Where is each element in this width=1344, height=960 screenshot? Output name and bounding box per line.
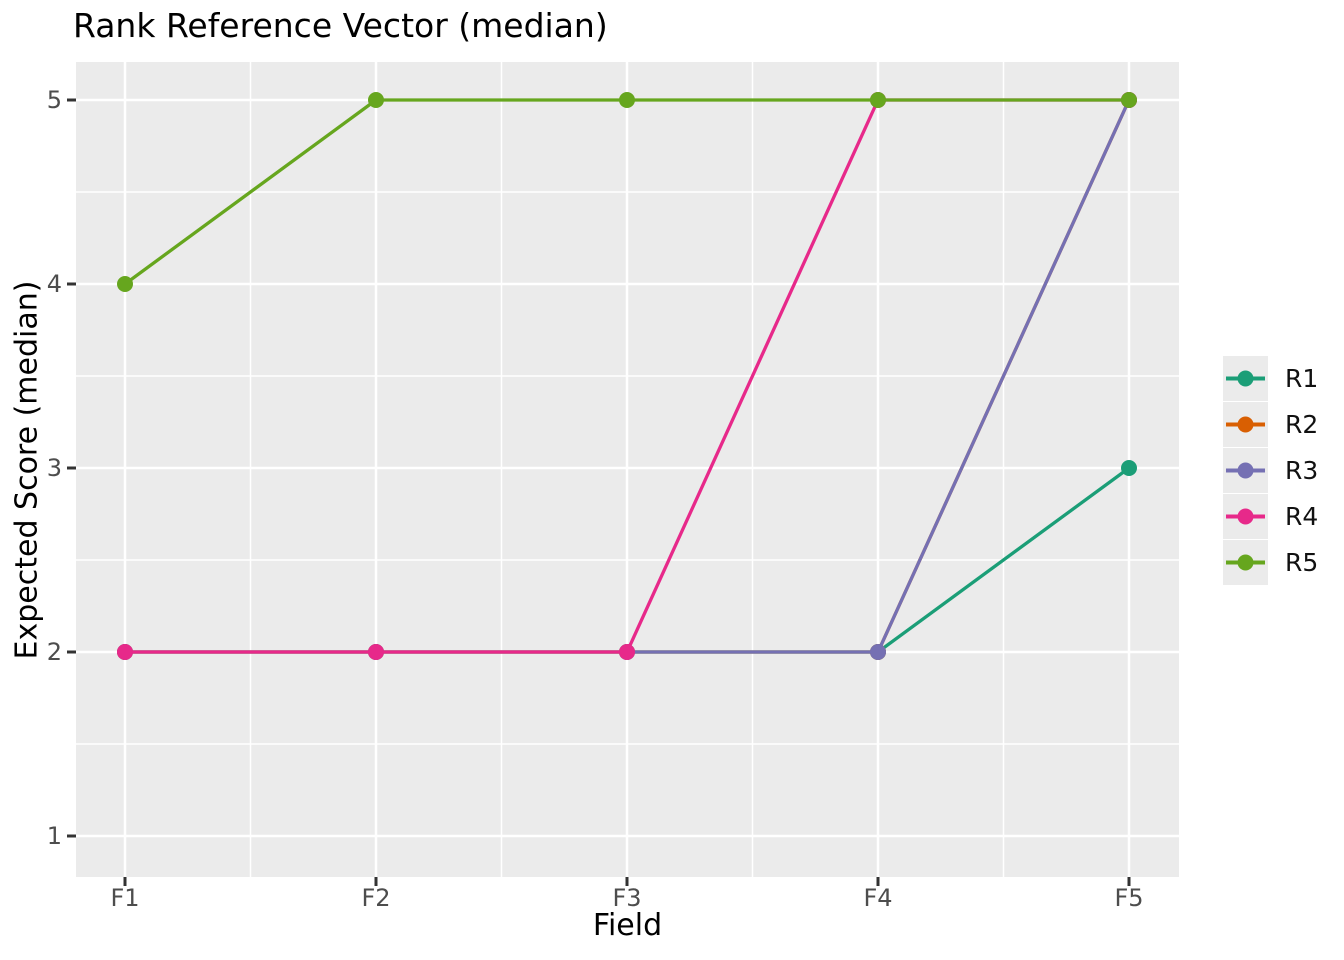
- legend-key-R1: [1223, 355, 1268, 401]
- legend-label-R2: R2: [1285, 409, 1319, 439]
- legend-key-R3: [1223, 447, 1268, 493]
- y-tick-label-4: 4: [46, 270, 62, 298]
- series-point-R4-F2: [368, 644, 384, 660]
- series-point-R1-F5: [1121, 460, 1137, 476]
- legend-point-icon: [1237, 554, 1254, 570]
- legend-label-R3: R3: [1285, 455, 1319, 485]
- y-tick-label-2: 2: [46, 638, 62, 666]
- legend-point-icon: [1237, 370, 1254, 386]
- series-point-R5-F4: [870, 92, 886, 108]
- legend-label-R5: R5: [1285, 547, 1319, 577]
- series-point-R4-F3: [619, 644, 635, 660]
- legend-point-icon: [1237, 416, 1254, 432]
- x-tick-label-F5: F5: [1114, 884, 1144, 912]
- x-axis-title: Field: [592, 908, 663, 943]
- legend-key-R2: [1223, 401, 1268, 447]
- series-point-R3-F4: [870, 644, 886, 660]
- x-tick-label-F1: F1: [110, 884, 140, 912]
- series-point-R4-F1: [117, 644, 133, 660]
- chart-title: Rank Reference Vector (median): [73, 6, 608, 45]
- series-point-R5-F3: [619, 92, 635, 108]
- legend-point-icon: [1237, 508, 1254, 524]
- legend-label-R1: R1: [1285, 363, 1319, 393]
- x-tick-label-F3: F3: [612, 884, 642, 912]
- y-tick-label-3: 3: [46, 454, 62, 482]
- series-point-R5-F1: [117, 276, 133, 292]
- legend-key-R4: [1223, 493, 1268, 539]
- series-point-R5-F2: [368, 92, 384, 108]
- series-point-R5-F5: [1121, 92, 1137, 108]
- y-tick-label-1: 1: [46, 822, 62, 850]
- legend-key-R5: [1223, 539, 1268, 585]
- legend-point-icon: [1237, 462, 1254, 478]
- x-tick-label-F4: F4: [863, 884, 893, 912]
- y-tick-label-5: 5: [46, 86, 62, 114]
- x-tick-label-F2: F2: [361, 884, 391, 912]
- legend-label-R4: R4: [1285, 501, 1319, 531]
